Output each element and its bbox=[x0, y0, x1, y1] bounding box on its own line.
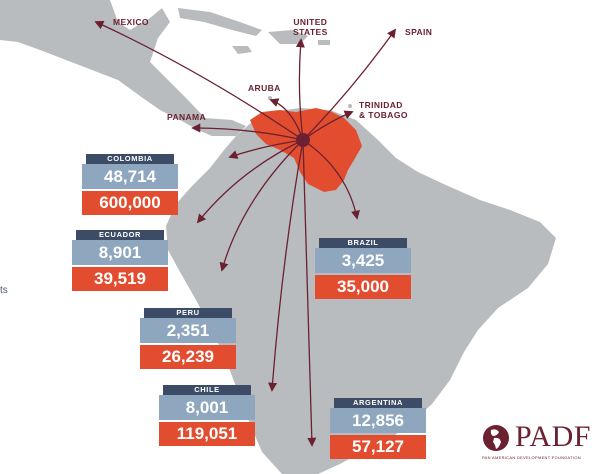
card-value-top: 3,425 bbox=[315, 248, 411, 273]
arrow-colombia bbox=[228, 139, 304, 159]
arrow-united-states bbox=[295, 38, 305, 141]
label-aruba: ARUBA bbox=[248, 83, 281, 93]
globe-icon bbox=[483, 425, 509, 451]
origin-dot bbox=[296, 133, 310, 147]
label-panama: PANAMA bbox=[167, 112, 207, 122]
padf-logo: PADF PAN AMERICAN DEVELOPMENT FOUNDATION bbox=[482, 418, 606, 464]
label-spain: SPAIN bbox=[405, 27, 433, 37]
logo-subtitle: PAN AMERICAN DEVELOPMENT FOUNDATION bbox=[482, 455, 581, 460]
card-value-bottom: 119,051 bbox=[159, 422, 255, 446]
label-trinidad-tobago: TRINIDAD & TOBAGO bbox=[359, 100, 408, 120]
card-value-bottom: 26,239 bbox=[140, 345, 236, 369]
label-mexico: MEXICO bbox=[113, 17, 149, 27]
land-jamaica bbox=[232, 46, 252, 54]
arrow-argentina bbox=[302, 139, 317, 447]
arrow-brazil bbox=[302, 139, 360, 220]
card-argentina: ARGENTINA 12,856 57,127 bbox=[330, 398, 426, 459]
card-name: CHILE bbox=[163, 385, 251, 395]
arrow-panama bbox=[191, 123, 304, 141]
card-value-top: 8,001 bbox=[159, 395, 255, 420]
card-value-top: 8,901 bbox=[72, 240, 168, 265]
card-name: ARGENTINA bbox=[334, 398, 422, 408]
card-value-bottom: 39,519 bbox=[72, 267, 168, 291]
land-cuba bbox=[178, 8, 262, 36]
card-chile: CHILE 8,001 119,051 bbox=[159, 385, 255, 446]
card-value-bottom: 600,000 bbox=[82, 191, 178, 215]
card-name: BRAZIL bbox=[319, 238, 407, 248]
card-brazil: BRAZIL 3,425 35,000 bbox=[315, 238, 411, 299]
land-central-america bbox=[0, 0, 246, 136]
land-venezuela bbox=[250, 108, 362, 192]
land-puerto-rico bbox=[318, 40, 330, 45]
card-value-top: 48,714 bbox=[82, 164, 178, 189]
cropped-text-fragment: ts bbox=[0, 285, 8, 296]
label-united-states: UNITED STATES bbox=[293, 17, 328, 37]
card-name: PERU bbox=[144, 308, 232, 318]
arrow-mexico bbox=[94, 20, 304, 141]
arrow-spain bbox=[302, 28, 397, 141]
card-peru: PERU 2,351 26,239 bbox=[140, 308, 236, 369]
card-name: COLOMBIA bbox=[86, 154, 174, 164]
card-value-top: 12,856 bbox=[330, 408, 426, 433]
migration-arrows bbox=[94, 20, 397, 447]
logo-wordmark: PADF bbox=[515, 420, 591, 453]
card-value-bottom: 35,000 bbox=[315, 275, 411, 299]
arrow-peru bbox=[219, 139, 304, 272]
arrow-chile bbox=[268, 139, 304, 392]
arrow-ecuador bbox=[196, 139, 304, 224]
card-value-bottom: 57,127 bbox=[330, 435, 426, 459]
card-name: ECUADOR bbox=[76, 230, 164, 240]
card-colombia: COLOMBIA 48,714 600,000 bbox=[82, 154, 178, 215]
card-ecuador: ECUADOR 8,901 39,519 bbox=[72, 230, 168, 291]
card-value-top: 2,351 bbox=[140, 318, 236, 343]
